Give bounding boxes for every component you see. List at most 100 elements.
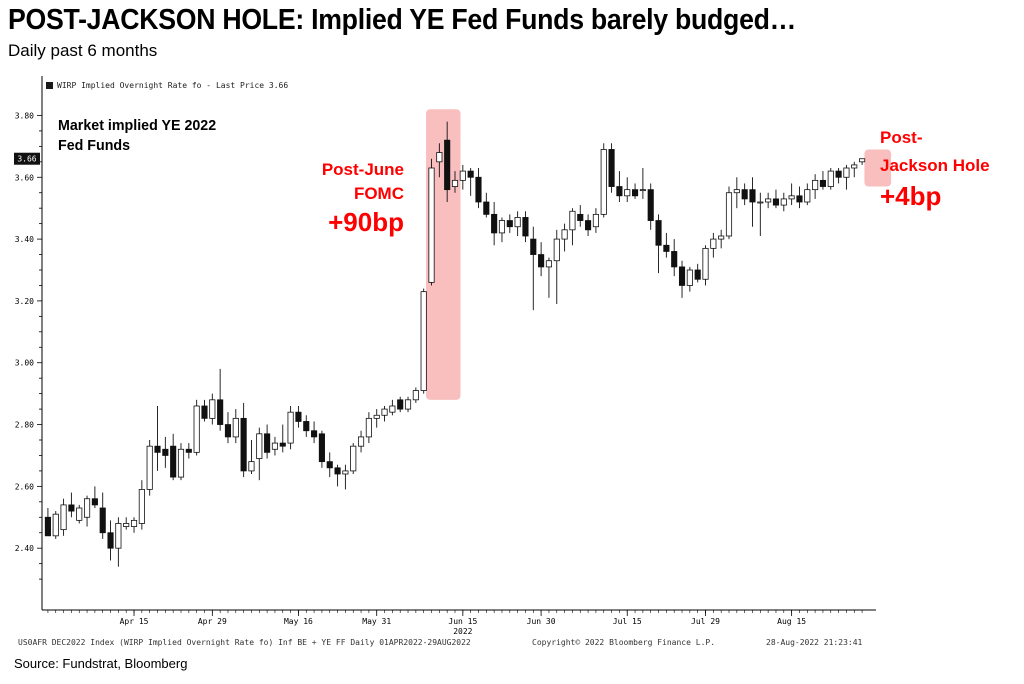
legend-label: WIRP Implied Overnight Rate fo - Last Pr…	[57, 81, 289, 90]
x-tick-label: Jun 30	[527, 617, 556, 626]
candle-body	[217, 399, 224, 425]
y-tick-label: 2.40	[15, 544, 34, 553]
y-tick-label: 3.60	[15, 173, 34, 182]
candle-body	[420, 291, 427, 391]
annotation-june-line2: FOMC	[353, 184, 404, 203]
candle-body	[209, 399, 216, 419]
footer-copyright: Copyright© 2022 Bloomberg Finance L.P.	[532, 638, 716, 647]
candle-body	[404, 399, 412, 410]
candle-body	[545, 260, 553, 268]
candle-body	[827, 170, 834, 187]
candle-body	[232, 417, 239, 438]
candle-body	[177, 448, 185, 478]
candle-body	[444, 139, 451, 191]
candle-body	[585, 220, 592, 231]
candle-body	[624, 189, 631, 197]
candle-body	[99, 507, 106, 534]
candle-body	[749, 189, 756, 203]
candle-body	[303, 421, 310, 432]
candle-body	[851, 164, 858, 169]
x-year-label: 2022	[453, 627, 472, 636]
x-tick-label: May 16	[284, 617, 313, 626]
candle-body	[107, 532, 114, 549]
candle-body	[154, 445, 161, 453]
candle-body	[201, 405, 208, 419]
candle-body	[389, 405, 396, 413]
candle-body	[397, 399, 404, 410]
candle-body	[655, 220, 662, 246]
annotation-jackson-change: +4bp	[880, 181, 942, 211]
x-tick-label: Apr 15	[120, 617, 149, 626]
annotation-market-line2: Fed Funds	[58, 137, 131, 154]
annotation-june-change: +90bp	[328, 207, 404, 237]
last-price-label: 3.66	[17, 155, 36, 164]
annotation-jackson-line1: Post-	[880, 128, 923, 147]
candle-body	[381, 408, 388, 416]
candle-body	[436, 152, 443, 163]
candle-body	[733, 189, 740, 194]
candle-body	[138, 489, 145, 524]
candle-body	[859, 158, 866, 163]
chart-legend: WIRP Implied Overnight Rate fo - Last Pr…	[46, 81, 288, 90]
candle-body	[678, 266, 686, 286]
candle-body	[741, 189, 748, 200]
candle-body	[538, 254, 545, 268]
candle-body	[311, 430, 318, 438]
x-tick-label: Aug 15	[777, 617, 806, 626]
y-tick-label: 3.40	[15, 235, 34, 244]
candle-body	[295, 411, 302, 422]
candle-body	[819, 179, 827, 187]
highlight-box-1	[864, 149, 892, 187]
footer-index-info: US0AFR DEC2022 Index (WIRP Implied Overn…	[18, 638, 471, 647]
candle-body	[498, 220, 506, 234]
candle-body	[702, 247, 709, 280]
candle-body	[467, 170, 474, 178]
candle-body	[279, 442, 286, 447]
candle-body	[718, 235, 725, 240]
annotation-market-implied: Market implied YE 2022 Fed Funds	[58, 116, 216, 156]
candle-body	[350, 445, 357, 472]
x-tick-label: Jul 15	[613, 617, 642, 626]
candle-body	[639, 189, 646, 192]
candle-body	[843, 167, 850, 178]
candle-body	[788, 195, 795, 200]
annotation-post-june: Post-June FOMC +90bp	[308, 158, 404, 238]
candle-body	[592, 213, 599, 228]
candle-body	[264, 433, 271, 453]
candle-body	[569, 210, 576, 231]
candle-body	[686, 269, 693, 286]
annotation-jackson-line2: Jackson Hole	[880, 156, 990, 175]
candle-body	[44, 516, 51, 537]
candle-body	[475, 176, 482, 203]
highlight-layer	[426, 109, 892, 400]
candle-body	[185, 448, 192, 453]
y-tick-label: 2.80	[15, 421, 34, 430]
candle-body	[522, 217, 529, 237]
candle-body	[772, 198, 780, 206]
y-tick-label: 2.60	[15, 482, 34, 491]
candle-body	[428, 167, 435, 283]
candle-body	[271, 442, 279, 450]
candle-body	[710, 238, 717, 249]
y-tick-label: 3.20	[15, 297, 34, 306]
candle-body	[287, 411, 294, 444]
candle-body	[91, 498, 98, 506]
candle-body	[600, 149, 607, 215]
candle-body	[326, 461, 333, 469]
candle-body	[671, 251, 678, 268]
y-tick-label: 3.00	[15, 359, 34, 368]
last-price-box	[14, 152, 40, 165]
candle-body	[561, 229, 568, 240]
candle-body	[616, 186, 623, 197]
candle-body	[68, 504, 75, 512]
candle-body	[451, 179, 459, 187]
annotation-june-line1: Post-June	[321, 160, 404, 179]
source-note: Source: Fundstrat, Bloomberg	[14, 656, 188, 671]
candle-body	[812, 179, 819, 191]
annotation-market-line1: Market implied YE 2022	[58, 117, 217, 134]
page-subtitle: Daily past 6 months	[8, 41, 158, 60]
candle-body	[530, 238, 537, 255]
candle-body	[757, 201, 764, 204]
candle-body	[123, 523, 130, 527]
